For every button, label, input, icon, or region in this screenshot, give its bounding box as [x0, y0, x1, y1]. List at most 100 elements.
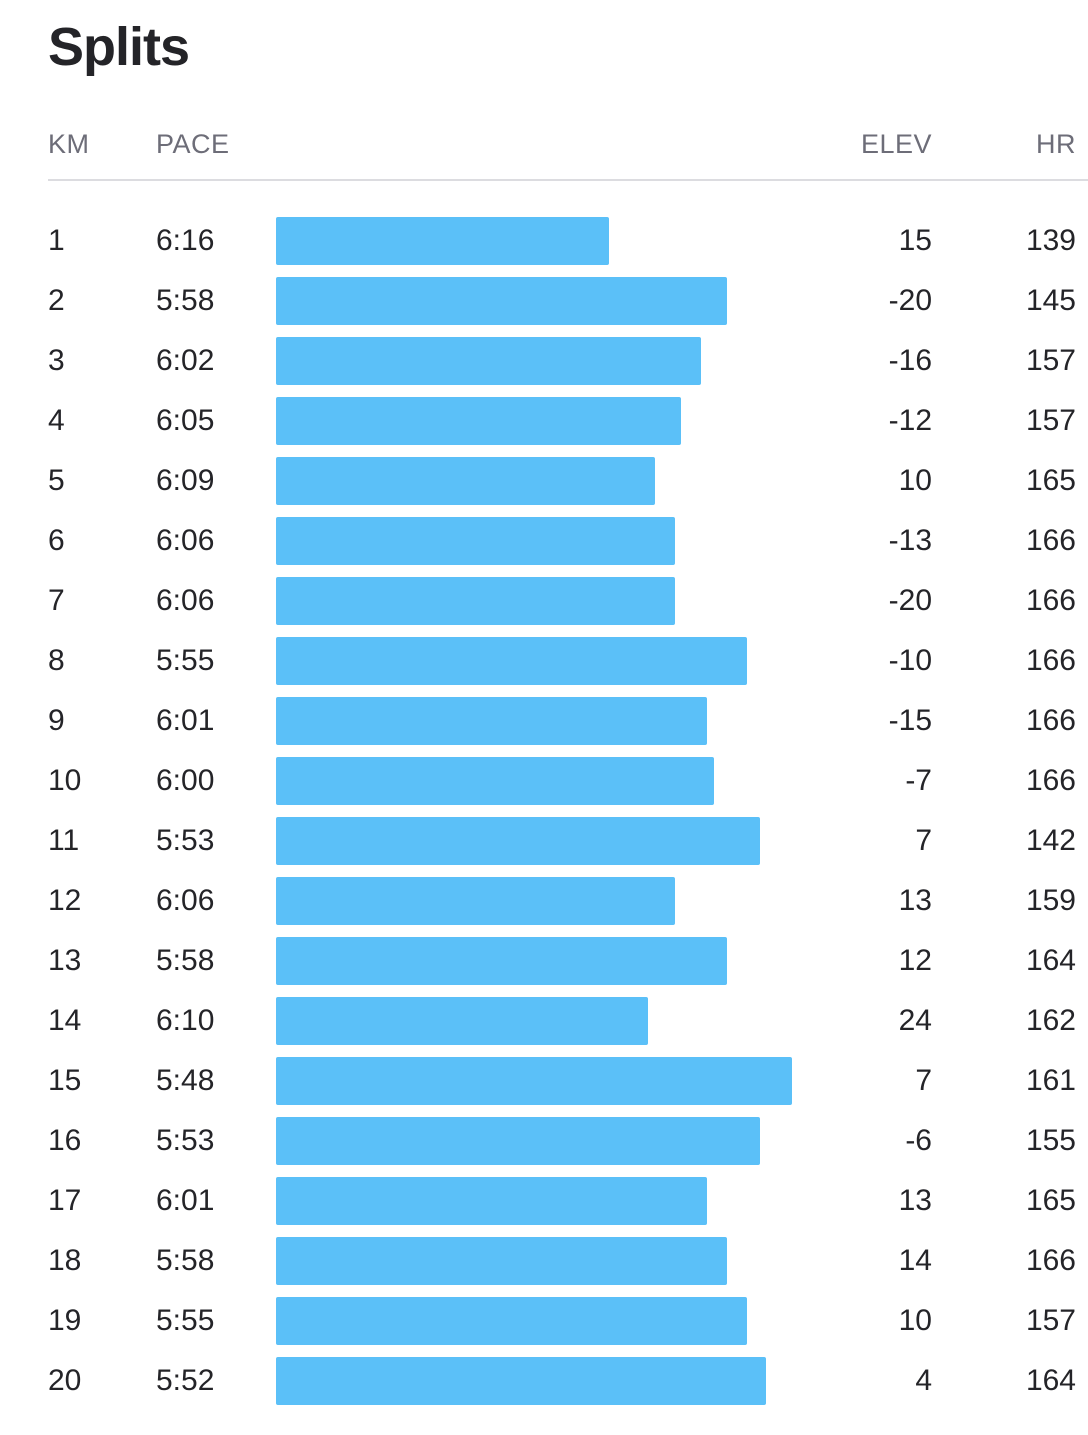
pace-bar: [276, 1357, 767, 1405]
column-header-km: KM: [48, 129, 90, 159]
splits-table-header: KM PACE ELEV HR: [0, 124, 1088, 164]
split-km: 14: [48, 1004, 82, 1037]
pace-bar: [276, 1057, 793, 1105]
split-elev: -12: [888, 404, 932, 437]
split-elev: -16: [888, 344, 932, 377]
split-row: 1 6:16 15 139: [0, 211, 1088, 271]
split-row: 10 6:00 -7 166: [0, 751, 1088, 811]
pace-bar-track: [276, 1237, 876, 1285]
column-header-pace: PACE: [156, 129, 230, 159]
split-row: 9 6:01 -15 166: [0, 691, 1088, 751]
split-pace: 6:06: [156, 584, 215, 617]
split-hr: 164: [1025, 1364, 1076, 1397]
split-hr: 166: [1025, 644, 1076, 677]
pace-bar: [276, 937, 727, 985]
split-km: 15: [48, 1064, 82, 1097]
pace-bar: [276, 217, 609, 265]
split-elev: 7: [915, 824, 932, 857]
split-pace: 6:09: [156, 464, 215, 497]
splits-table-body: 1 6:16 15 139 2 5:58 -20 145 3 6:02 -16 157 4 6:05 -12…: [0, 211, 1088, 1411]
pace-bar-track: [276, 1057, 876, 1105]
split-elev: -13: [888, 524, 932, 557]
split-elev: -6: [905, 1124, 932, 1157]
split-pace: 6:01: [156, 704, 215, 737]
split-pace: 6:06: [156, 524, 215, 557]
pace-bar-track: [276, 997, 876, 1045]
split-km: 5: [48, 464, 65, 497]
pace-bar-track: [276, 577, 876, 625]
pace-bar-track: [276, 1357, 876, 1405]
split-pace: 5:52: [156, 1364, 215, 1397]
split-row: 15 5:48 7 161: [0, 1051, 1088, 1111]
split-km: 11: [48, 824, 80, 857]
split-elev: -15: [888, 704, 932, 737]
split-elev: 13: [898, 884, 932, 917]
pace-bar-track: [276, 397, 876, 445]
pace-bar: [276, 1177, 708, 1225]
pace-bar-track: [276, 1177, 876, 1225]
split-pace: 5:58: [156, 1244, 215, 1277]
split-pace: 5:55: [156, 644, 215, 677]
split-pace: 5:53: [156, 1124, 215, 1157]
pace-bar: [276, 1237, 727, 1285]
split-elev: 15: [898, 224, 932, 257]
split-km: 3: [48, 344, 65, 377]
split-km: 9: [48, 704, 65, 737]
split-elev: -20: [888, 584, 932, 617]
split-row: 19 5:55 10 157: [0, 1291, 1088, 1351]
split-row: 16 5:53 -6 155: [0, 1111, 1088, 1171]
pace-bar: [276, 337, 701, 385]
pace-bar: [276, 877, 675, 925]
split-pace: 6:06: [156, 884, 215, 917]
split-row: 12 6:06 13 159: [0, 871, 1088, 931]
pace-bar: [276, 577, 675, 625]
split-hr: 161: [1025, 1064, 1076, 1097]
pace-bar-track: [276, 697, 876, 745]
split-pace: 6:00: [156, 764, 215, 797]
pace-bar: [276, 517, 675, 565]
split-hr: 155: [1025, 1124, 1076, 1157]
split-pace: 6:02: [156, 344, 215, 377]
split-elev: -7: [905, 764, 932, 797]
split-hr: 139: [1025, 224, 1076, 257]
split-km: 20: [48, 1364, 82, 1397]
split-hr: 165: [1025, 1184, 1076, 1217]
pace-bar-track: [276, 817, 876, 865]
split-km: 6: [48, 524, 65, 557]
split-elev: 24: [898, 1004, 932, 1037]
split-km: 12: [48, 884, 82, 917]
pace-bar: [276, 277, 727, 325]
pace-bar: [276, 397, 682, 445]
split-km: 16: [48, 1124, 82, 1157]
split-row: 11 5:53 7 142: [0, 811, 1088, 871]
split-row: 7 6:06 -20 166: [0, 571, 1088, 631]
split-pace: 6:10: [156, 1004, 215, 1037]
split-km: 1: [48, 224, 65, 257]
pace-bar-track: [276, 337, 876, 385]
split-row: 17 6:01 13 165: [0, 1171, 1088, 1231]
split-km: 13: [48, 944, 82, 977]
split-hr: 157: [1025, 404, 1076, 437]
split-row: 2 5:58 -20 145: [0, 271, 1088, 331]
split-row: 5 6:09 10 165: [0, 451, 1088, 511]
split-hr: 142: [1025, 824, 1076, 857]
split-pace: 5:58: [156, 284, 215, 317]
split-km: 18: [48, 1244, 82, 1277]
split-pace: 6:05: [156, 404, 215, 437]
pace-bar-track: [276, 217, 876, 265]
split-elev: 4: [915, 1364, 932, 1397]
pace-bar: [276, 1297, 747, 1345]
split-km: 17: [48, 1184, 82, 1217]
split-pace: 5:53: [156, 824, 215, 857]
pace-bar: [276, 697, 708, 745]
pace-bar-track: [276, 637, 876, 685]
split-pace: 6:16: [156, 224, 215, 257]
split-row: 8 5:55 -10 166: [0, 631, 1088, 691]
split-elev: -20: [888, 284, 932, 317]
pace-bar-track: [276, 757, 876, 805]
split-row: 13 5:58 12 164: [0, 931, 1088, 991]
split-hr: 166: [1025, 704, 1076, 737]
pace-bar-track: [276, 877, 876, 925]
header-divider: [48, 179, 1088, 181]
split-hr: 164: [1025, 944, 1076, 977]
